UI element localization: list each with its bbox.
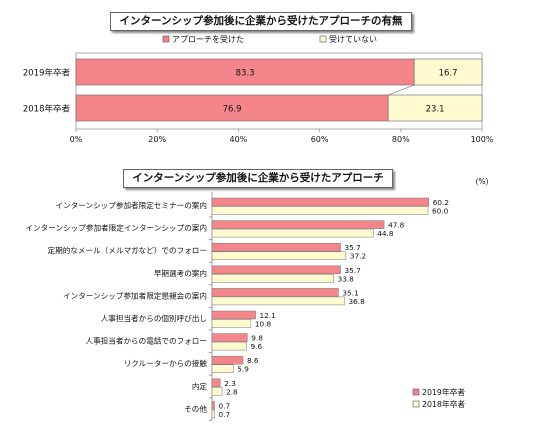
data-label-2018: 44.8 (377, 229, 394, 238)
bar-2019-not-approached (413, 58, 483, 86)
bar-2018 (211, 409, 215, 419)
x-tick-label: 40% (230, 135, 248, 144)
category-label: リクルーターからの接触 (124, 358, 208, 368)
legend-label-approached: アプローチを受けた (172, 34, 244, 44)
x-tick-label: 60% (311, 135, 329, 144)
legend-label-2019: 2019年卒者 (422, 387, 465, 397)
bar-2019 (211, 242, 341, 252)
bar-2018 (211, 341, 247, 351)
bar-2019 (211, 355, 244, 365)
bar-2018 (211, 364, 234, 373)
legend-swatch-approached (162, 35, 170, 43)
chart1-plot-frame (75, 52, 483, 130)
category-label: 人事担当者からの電話でのフォロー (86, 336, 208, 346)
category-label-2018: 2018年卒者 (23, 104, 71, 115)
data-label-2018: 33.8 (338, 274, 355, 283)
data-label-2019-not-approached: 16.7 (439, 69, 458, 79)
data-label-2018: 36.8 (348, 297, 365, 306)
series-connector-line (388, 84, 415, 96)
bar-2019 (211, 310, 256, 320)
data-label-2019: 60.2 (433, 198, 449, 207)
bar-2019 (211, 378, 221, 388)
category-label: 定期的なメール（メルマガなど）でのフォロー (48, 245, 207, 255)
category-label: 人事担当者からの個別呼び出し (101, 313, 207, 323)
x-tick-label: 20% (148, 135, 166, 144)
bar-2019 (211, 288, 339, 297)
legend-swatch-not-approached (319, 35, 327, 43)
bar-2018 (211, 206, 429, 215)
bar-2018 (211, 296, 345, 306)
legend-label-not-approached: 受けていない (329, 34, 377, 44)
data-label-2019: 47.8 (388, 221, 405, 230)
x-tick-label: 0% (70, 135, 83, 144)
data-label-2019: 12.1 (260, 311, 276, 320)
bar-2018 (211, 251, 347, 260)
category-label: インターンシップ参加者限定懇親会の案内 (63, 290, 207, 300)
data-label-2019-approached: 83.3 (236, 69, 255, 79)
bar-2018 (211, 228, 374, 238)
x-tick-label: 80% (392, 135, 410, 144)
category-label: 早期選考の案内 (154, 268, 207, 278)
data-label-2019: 35.7 (345, 266, 362, 275)
category-label: インターンシップ参加者限定セミナーの案内 (56, 200, 208, 210)
legend-label-2018: 2018年卒者 (422, 399, 465, 409)
data-label-2019: 8.6 (247, 356, 259, 365)
bar-2018 (211, 319, 252, 328)
x-tick-label: 100% (471, 135, 494, 144)
data-label-2018: 5.9 (237, 365, 249, 374)
chart1-title: インターンシップ参加後に企業から受けたアプローチの有無 (110, 12, 412, 31)
data-label-2019: 0.7 (219, 401, 231, 410)
category-label: インターンシップ参加者限定インターンシップの案内 (26, 223, 208, 233)
bar-2019 (211, 197, 429, 207)
bar-2019-approached (75, 58, 415, 86)
bar-2019 (211, 401, 215, 410)
data-label-2018: 2.8 (226, 387, 238, 396)
data-label-2019: 2.3 (224, 379, 236, 388)
bar-2019 (211, 333, 248, 342)
bar-2018-not-approached (387, 94, 483, 122)
category-label: その他 (184, 403, 207, 413)
category-label-2019: 2019年卒者 (23, 68, 71, 79)
data-label-2018: 60.0 (432, 207, 449, 216)
bar-2019 (211, 220, 385, 229)
chart2-title: インターンシップ参加後に企業から受けたアプローチ (123, 169, 393, 188)
data-label-2018: 10.8 (255, 320, 272, 329)
unit-label: (%) (476, 177, 489, 186)
data-label-2018-not-approached: 23.1 (426, 105, 445, 115)
data-label-2018-approached: 76.9 (223, 105, 242, 115)
legend-swatch-2019 (412, 388, 420, 396)
legend-swatch-2018 (412, 400, 420, 408)
data-label-2018: 37.2 (350, 252, 366, 261)
category-label: 内定 (192, 381, 208, 391)
bar-2018 (211, 274, 334, 283)
data-label-2019: 9.8 (251, 334, 263, 343)
data-label-2019: 35.7 (345, 243, 362, 252)
bar-2019 (211, 265, 341, 275)
data-label-2019: 35.1 (342, 288, 358, 297)
data-label-2018: 0.7 (219, 410, 231, 419)
data-label-2018: 9.6 (251, 342, 263, 351)
bar-2018 (211, 387, 223, 396)
